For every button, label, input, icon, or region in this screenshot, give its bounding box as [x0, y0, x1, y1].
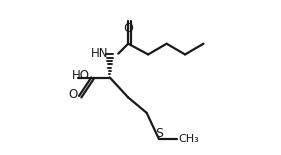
Text: O: O [68, 88, 78, 101]
Text: O: O [123, 22, 133, 35]
Text: HO: HO [71, 69, 89, 82]
Text: HN: HN [91, 47, 108, 60]
Text: S: S [155, 127, 163, 140]
Text: CH₃: CH₃ [178, 134, 199, 144]
